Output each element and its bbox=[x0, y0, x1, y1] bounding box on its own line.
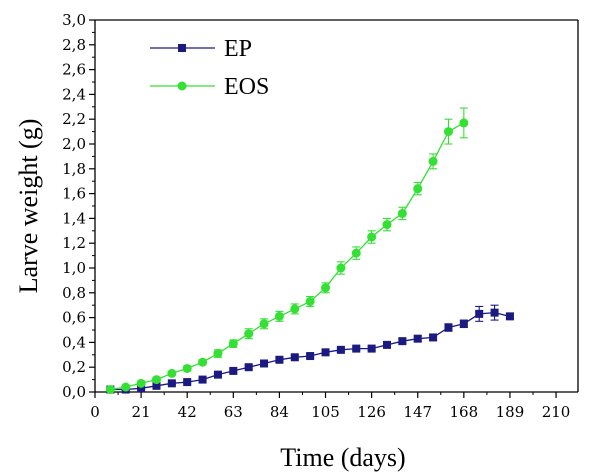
y-tick-label: 2,6 bbox=[62, 61, 86, 79]
data-point-eos bbox=[321, 283, 331, 293]
y-tick-label: 1,6 bbox=[62, 185, 86, 203]
data-point-ep bbox=[367, 344, 376, 353]
data-point-ep bbox=[398, 337, 407, 346]
data-point-ep bbox=[183, 378, 192, 387]
data-point-ep bbox=[444, 323, 453, 332]
data-point-eos bbox=[213, 349, 223, 359]
data-point-eos bbox=[259, 319, 269, 329]
data-point-eos bbox=[305, 296, 315, 306]
legend-marker-eos bbox=[177, 81, 187, 91]
x-tick-label: 0 bbox=[90, 403, 100, 421]
y-tick-label: 0,0 bbox=[62, 383, 86, 401]
legend-label-ep: EP bbox=[224, 36, 252, 62]
data-point-eos bbox=[136, 378, 146, 388]
x-tick-label: 84 bbox=[270, 403, 289, 421]
y-axis-title: Larve weight (g) bbox=[14, 119, 43, 294]
x-tick-label: 42 bbox=[178, 403, 197, 421]
data-point-ep bbox=[275, 355, 284, 364]
data-point-eos bbox=[290, 304, 300, 314]
data-point-eos bbox=[105, 385, 115, 395]
y-tick-label: 1,8 bbox=[62, 160, 86, 178]
data-point-eos bbox=[413, 184, 423, 194]
x-axis-title: Time (days) bbox=[280, 443, 405, 472]
x-tick-label: 126 bbox=[357, 403, 386, 421]
data-point-ep bbox=[244, 363, 253, 372]
data-point-ep bbox=[382, 340, 391, 349]
data-point-eos bbox=[382, 220, 392, 230]
y-tick-label: 0,6 bbox=[62, 309, 86, 327]
data-point-ep bbox=[413, 334, 422, 343]
x-tick-label: 105 bbox=[311, 403, 340, 421]
data-point-ep bbox=[152, 381, 161, 390]
plot-frame bbox=[94, 19, 579, 393]
data-point-ep bbox=[306, 352, 315, 361]
series-ep bbox=[106, 304, 514, 394]
data-point-ep bbox=[229, 366, 238, 375]
legend-label-eos: EOS bbox=[224, 74, 269, 100]
data-point-ep bbox=[505, 312, 514, 321]
data-point-ep bbox=[475, 309, 484, 318]
data-point-eos bbox=[167, 368, 177, 378]
data-point-eos bbox=[182, 363, 192, 373]
x-tick-label: 210 bbox=[542, 403, 571, 421]
data-point-eos bbox=[228, 339, 238, 349]
data-point-eos bbox=[121, 382, 131, 392]
x-axis-ticks: 0 21 42 63 84 105 126 147 168 189 210 bbox=[90, 392, 570, 421]
data-point-eos bbox=[428, 156, 438, 166]
data-point-ep bbox=[459, 319, 468, 328]
data-point-eos bbox=[151, 375, 161, 385]
x-tick-label: 21 bbox=[132, 403, 151, 421]
data-point-ep bbox=[336, 345, 345, 354]
series-layer bbox=[105, 107, 514, 395]
series-eos bbox=[105, 107, 469, 395]
y-tick-label: 2,8 bbox=[62, 36, 86, 54]
y-tick-label: 1,2 bbox=[62, 234, 86, 252]
y-tick-label: 0,8 bbox=[62, 284, 86, 302]
y-tick-label: 2,2 bbox=[62, 110, 86, 128]
series-line-eos bbox=[110, 122, 465, 391]
x-tick-label: 189 bbox=[496, 403, 525, 421]
y-tick-label: 3,0 bbox=[62, 11, 86, 29]
y-tick-label: 0,2 bbox=[62, 358, 86, 376]
data-point-eos bbox=[351, 248, 361, 258]
legend-marker-ep bbox=[178, 44, 186, 52]
data-point-eos bbox=[198, 357, 208, 367]
data-point-ep bbox=[260, 359, 269, 368]
data-point-ep bbox=[321, 348, 330, 357]
y-tick-label: 0,4 bbox=[62, 333, 86, 351]
x-tick-label: 168 bbox=[450, 403, 479, 421]
data-point-ep bbox=[352, 344, 361, 353]
y-axis-ticks: 0,0 0,2 0,4 0,6 0,8 1,0 1,2 1,4 1,6 1,8 2,0 2,2 2,4 2… bbox=[62, 11, 95, 401]
y-tick-label: 1,4 bbox=[62, 209, 86, 227]
x-tick-label: 63 bbox=[224, 403, 243, 421]
y-tick-label: 2,0 bbox=[62, 135, 86, 153]
data-point-ep bbox=[490, 308, 499, 317]
data-point-eos bbox=[367, 232, 377, 242]
data-point-ep bbox=[167, 379, 176, 388]
y-tick-label: 2,4 bbox=[62, 85, 86, 103]
data-point-ep bbox=[290, 353, 299, 362]
x-tick-label: 147 bbox=[403, 403, 432, 421]
data-point-ep bbox=[137, 384, 146, 393]
data-point-ep bbox=[429, 333, 438, 342]
data-point-eos bbox=[459, 118, 469, 128]
data-point-ep bbox=[198, 375, 207, 384]
data-point-ep bbox=[213, 370, 222, 379]
data-point-eos bbox=[274, 311, 284, 321]
legend: EP EOS bbox=[150, 36, 269, 100]
data-point-eos bbox=[336, 263, 346, 273]
data-point-eos bbox=[397, 208, 407, 218]
data-point-eos bbox=[244, 329, 254, 339]
data-point-eos bbox=[443, 127, 453, 137]
y-tick-label: 1,0 bbox=[62, 259, 86, 277]
